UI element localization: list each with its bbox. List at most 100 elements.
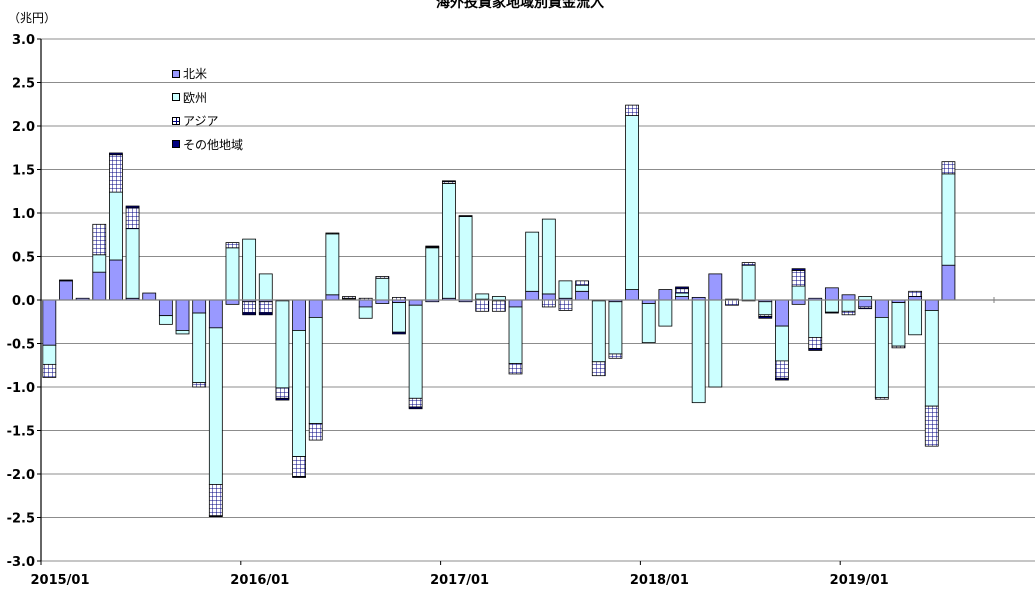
bar-segment [59, 279, 73, 282]
bar-segment [791, 270, 806, 287]
bar-segment [125, 207, 140, 230]
bar-segment [442, 183, 456, 299]
bar-segment [358, 299, 373, 308]
bar-segment [824, 287, 839, 301]
bar-segment [575, 290, 590, 301]
bar-segment [625, 104, 639, 116]
bar-segment [541, 293, 556, 301]
bar-segment [691, 299, 706, 404]
bar-segment [208, 299, 223, 329]
bar-segment [242, 238, 257, 301]
y-tick-label: 1.0 [12, 207, 35, 222]
bar-segment [824, 311, 839, 314]
bar-segment [392, 302, 406, 333]
bar-segment [308, 299, 323, 318]
bar-segment [225, 299, 240, 305]
legend-swatch-north-america [172, 69, 180, 78]
bar-segment [841, 299, 856, 312]
x-tick-label: 2019/01 [830, 573, 889, 588]
bar-segment [941, 173, 956, 266]
bar-segment [325, 232, 340, 235]
bar-segment [109, 259, 123, 301]
bar-segment [375, 277, 390, 301]
bar-segment [158, 299, 173, 317]
bar-segment [658, 289, 673, 301]
bar-segment [425, 245, 440, 248]
x-tick-label: 2017/01 [430, 573, 489, 588]
bar-segment [508, 363, 523, 375]
bar-segment [591, 300, 606, 363]
legend: 北米 欧州 アジア その他地域 [172, 62, 243, 156]
y-tick-label: -3.0 [7, 555, 35, 570]
bar-segment [109, 191, 123, 261]
bar-segment [741, 264, 756, 301]
bar-segment [541, 299, 556, 308]
bar-segment [192, 312, 207, 384]
bar-segment [475, 293, 490, 300]
bar-segment [491, 300, 506, 312]
bar-segment [775, 299, 789, 327]
y-tick-label: -2.0 [7, 468, 35, 483]
bar-segment [775, 325, 789, 362]
bar-segment [92, 223, 107, 256]
bar-segment [808, 299, 823, 338]
bar-segment [275, 397, 290, 401]
bar-segment [891, 302, 906, 347]
bar-segment [924, 310, 939, 407]
bar-segment [292, 299, 306, 331]
bar-segment [408, 397, 423, 408]
legend-label: 欧州 [183, 90, 208, 105]
bar-segment [858, 299, 873, 308]
bar-segment [408, 406, 423, 410]
bar-segment [425, 247, 440, 301]
bar-segment [525, 290, 540, 301]
bar-segment [358, 306, 373, 319]
bar-segment [192, 382, 207, 388]
x-tick-label: 2016/01 [230, 573, 289, 588]
legend-label: その他地域 [183, 137, 244, 152]
y-tick-label: 3.0 [12, 33, 35, 48]
unit-label: （兆円） [8, 11, 57, 25]
bar-segment [658, 299, 673, 327]
bar-segment [791, 285, 806, 301]
y-tick-label: -1.5 [7, 425, 35, 440]
bar-segment [458, 215, 473, 217]
bar-segment [175, 330, 190, 335]
bar-segment [841, 294, 856, 301]
legend-item-europe: 欧州 [172, 86, 243, 110]
bar-segment [941, 161, 956, 175]
bar-segment [874, 299, 889, 318]
bar-segment [158, 315, 173, 325]
bar-segment [408, 304, 423, 399]
bar-segment [625, 115, 639, 290]
chart-title: 海外投資家地域別資金流入 [436, 0, 604, 11]
y-tick-label: 2.5 [12, 77, 35, 92]
bar-segment [791, 268, 806, 271]
bar-segment [42, 344, 57, 365]
bar-segment [758, 316, 773, 319]
bar-segment [791, 299, 806, 305]
bar-segment [941, 264, 956, 301]
bar-segment [225, 242, 240, 249]
bar-segment [292, 456, 306, 478]
bar-segment [408, 299, 423, 306]
bar-segment [608, 353, 623, 359]
bar-segment [208, 484, 223, 517]
bar-segment [675, 288, 689, 294]
y-tick-label: -1.0 [7, 381, 35, 396]
bar-segment [142, 292, 157, 301]
bar-segment [225, 247, 240, 301]
bar-segment [874, 316, 889, 398]
bar-segment [508, 299, 523, 308]
legend-swatch-europe [172, 93, 180, 102]
bar-segment [675, 292, 689, 297]
bar-segment [308, 423, 323, 441]
bar-segment [325, 233, 340, 296]
bar-segment [258, 301, 273, 314]
bar-segment [908, 299, 923, 336]
bar-segment [708, 273, 723, 301]
legend-swatch-other [172, 140, 180, 149]
bar-segment [275, 387, 290, 399]
bar-segment [458, 216, 473, 301]
y-tick-label: 0.0 [12, 294, 35, 309]
